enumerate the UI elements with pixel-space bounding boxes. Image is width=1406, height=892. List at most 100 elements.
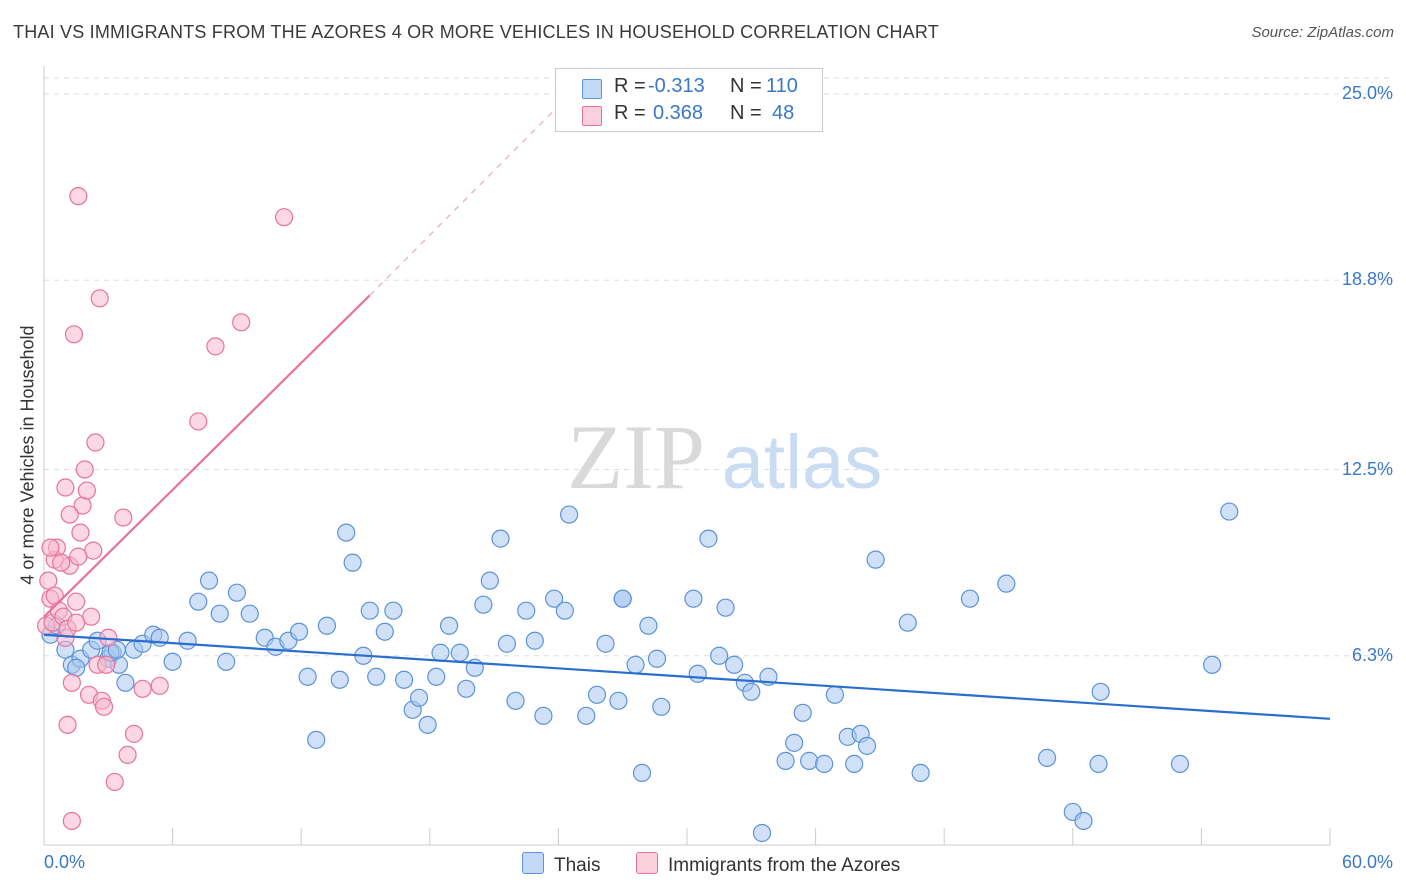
- point-thais: [785, 733, 804, 752]
- series-thais: [41, 502, 1239, 843]
- watermark-zip: ZIP: [567, 406, 705, 508]
- point-thais: [710, 646, 729, 665]
- point-thais: [688, 664, 707, 683]
- point-azores: [62, 673, 81, 692]
- point-thais: [776, 751, 795, 770]
- point-thais: [1037, 748, 1057, 767]
- point-thais: [587, 685, 607, 704]
- point-thais: [1089, 754, 1108, 773]
- point-thais: [613, 589, 632, 608]
- point-thais: [491, 529, 510, 548]
- axes: [43, 66, 1331, 846]
- point-thais: [497, 634, 517, 653]
- point-azores: [97, 655, 116, 674]
- point-thais: [815, 754, 834, 773]
- point-thais: [647, 649, 667, 668]
- legend-n-value: 110: [766, 75, 798, 97]
- point-thais: [1203, 655, 1222, 674]
- point-thais: [845, 754, 864, 773]
- x-tick-label-max: 60.0%: [1341, 852, 1393, 872]
- point-thais: [596, 634, 615, 653]
- point-thais: [898, 613, 917, 632]
- point-thais: [866, 550, 885, 569]
- point-thais: [506, 691, 525, 710]
- y-axis-label: 4 or more Vehicles in Household: [17, 325, 38, 585]
- point-azores: [86, 433, 105, 452]
- bottom-legend-azores: Immigrants from the Azores: [636, 852, 900, 877]
- point-thais: [384, 601, 403, 620]
- x-tick-label-min: 0.0%: [44, 852, 86, 872]
- point-azores: [232, 313, 251, 332]
- point-azores: [90, 289, 109, 308]
- point-thais: [439, 616, 459, 635]
- point-thais: [289, 622, 309, 641]
- trend-lines: [43, 105, 1331, 720]
- bottom-legend-label-azores: Immigrants from the Azores: [668, 855, 901, 876]
- y-tick-label: 18.8%: [1341, 269, 1393, 290]
- point-azores: [58, 715, 77, 734]
- point-thais: [330, 670, 349, 689]
- point-thais: [427, 667, 446, 686]
- point-thais: [632, 763, 652, 783]
- point-azores: [189, 412, 208, 431]
- point-thais: [1074, 811, 1093, 831]
- point-azores: [69, 187, 88, 206]
- legend-swatch-thais: [582, 79, 602, 99]
- point-azores: [77, 481, 96, 500]
- point-thais: [525, 631, 544, 650]
- point-thais: [367, 667, 386, 686]
- point-azores: [67, 592, 86, 611]
- point-azores: [75, 460, 94, 479]
- point-thais: [560, 505, 579, 524]
- point-azores: [62, 811, 81, 831]
- legend-n-value: 48: [772, 102, 795, 124]
- point-thais: [240, 604, 259, 623]
- point-thais: [716, 598, 735, 617]
- point-thais: [307, 730, 326, 749]
- point-thais: [725, 655, 744, 674]
- point-thais: [639, 616, 658, 635]
- point-thais: [577, 706, 596, 725]
- point-thais: [800, 751, 819, 770]
- bottom-legend-label-thais: Thais: [554, 855, 601, 876]
- point-azores: [41, 538, 60, 557]
- point-thais: [317, 616, 337, 635]
- point-thais: [178, 631, 197, 650]
- point-thais: [337, 523, 356, 542]
- point-thais: [480, 571, 499, 590]
- point-thais: [825, 685, 844, 704]
- point-thais: [752, 823, 772, 843]
- point-thais: [960, 589, 980, 608]
- legend-r-value: -0.313: [648, 75, 705, 97]
- trend-line-azores: [43, 294, 371, 618]
- point-azores: [150, 676, 169, 695]
- point-thais: [534, 706, 553, 725]
- point-thais: [418, 715, 437, 734]
- y-tick-label: 6.3%: [1351, 644, 1393, 665]
- chart-title: THAI VS IMMIGRANTS FROM THE AZORES 4 OR …: [13, 22, 939, 42]
- point-azores: [67, 613, 86, 632]
- source-credit: Source: ZipAtlas.com: [1251, 24, 1394, 41]
- point-thais: [67, 658, 86, 677]
- point-thais: [409, 688, 429, 707]
- correlation-legend: R = -0.313 N = 110 R = 0.368 N = 48: [555, 68, 823, 132]
- legend-r-label: R =: [614, 75, 646, 97]
- legend-n-label: N =: [730, 102, 762, 124]
- legend-r-label: R =: [614, 102, 646, 124]
- point-azores: [274, 208, 294, 227]
- point-thais: [163, 652, 182, 671]
- point-thais: [911, 763, 930, 783]
- point-thais: [545, 589, 564, 608]
- y-tick-label: 12.5%: [1341, 458, 1393, 479]
- bottom-legend-thais: Thais: [522, 852, 600, 877]
- point-thais: [857, 736, 877, 755]
- point-azores: [39, 571, 58, 590]
- point-azores: [94, 697, 114, 716]
- point-thais: [360, 601, 379, 620]
- point-thais: [189, 592, 208, 611]
- point-azores: [45, 586, 64, 605]
- point-thais: [699, 529, 718, 548]
- bottom-legend-swatch-azores: [636, 852, 658, 874]
- point-thais: [217, 652, 236, 671]
